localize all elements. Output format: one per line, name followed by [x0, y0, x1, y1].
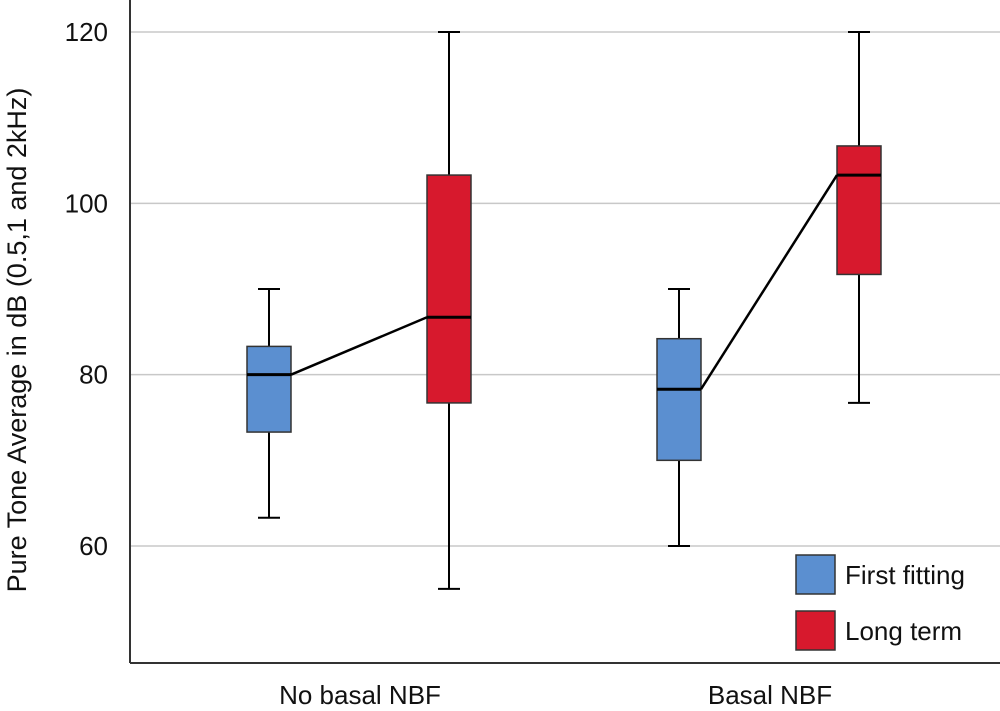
box-layer [246, 31, 882, 590]
axis-layer [129, 0, 1000, 664]
box-iqr [246, 345, 292, 433]
legend: First fitting Long term [795, 554, 965, 651]
box-long-term-1 [836, 31, 882, 404]
box-first-fitting-0 [246, 288, 292, 519]
y-tick-label: 80 [79, 360, 108, 390]
box-long-term-0 [426, 31, 472, 590]
legend-label: Long term [845, 616, 962, 646]
box-iqr [836, 145, 882, 276]
y-tick-label: 120 [65, 17, 108, 47]
y-tick-label: 100 [65, 188, 108, 218]
median-connector-layer [290, 174, 839, 390]
legend-label: First fitting [845, 560, 965, 590]
box-first-fitting-1 [656, 288, 702, 547]
legend-swatch [795, 554, 836, 595]
median-connector [699, 174, 839, 390]
x-category-label: No basal NBF [279, 680, 441, 710]
x-category-label: Basal NBF [708, 680, 832, 710]
legend-item: Long term [795, 610, 962, 651]
y-tick-label: 60 [79, 531, 108, 561]
median-connector [290, 316, 428, 376]
x-category-labels: No basal NBF Basal NBF [279, 680, 832, 710]
legend-swatch [795, 610, 836, 651]
y-axis-label: Pure Tone Average in dB (0.5,1 and 2kHz) [2, 88, 32, 593]
legend-item: First fitting [795, 554, 965, 595]
box-iqr [426, 174, 472, 404]
box-iqr [656, 337, 702, 462]
y-tick-labels: 60 80 100 120 [65, 17, 108, 561]
